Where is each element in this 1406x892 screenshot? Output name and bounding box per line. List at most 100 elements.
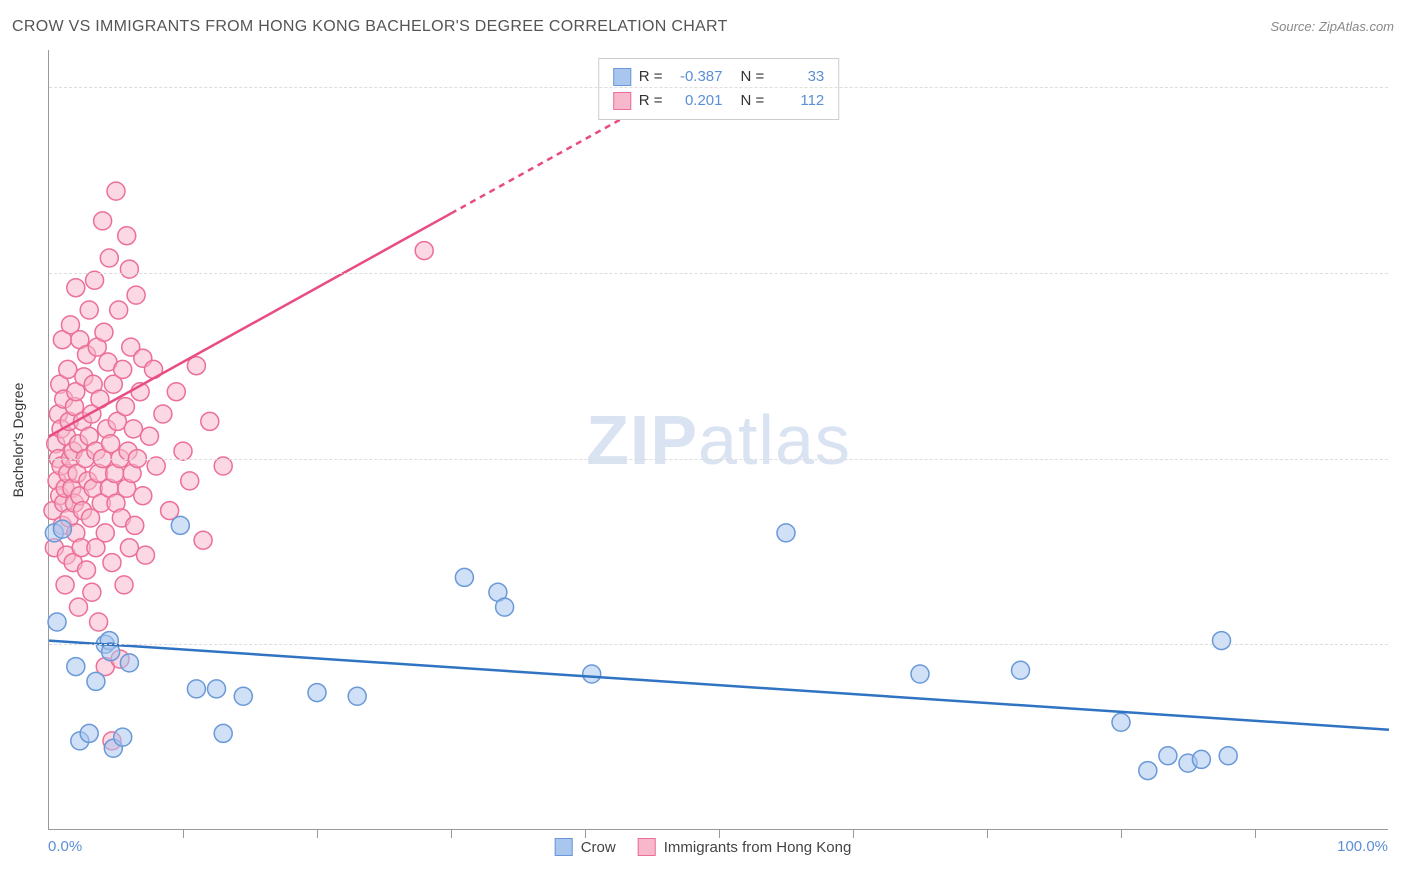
scatter-point [171, 516, 189, 534]
x-tick [451, 829, 452, 838]
scatter-point [114, 728, 132, 746]
scatter-point [174, 442, 192, 460]
scatter-point [59, 360, 77, 378]
scatter-point [78, 561, 96, 579]
legend-swatch [613, 68, 631, 86]
x-tick [1255, 829, 1256, 838]
scatter-point [348, 687, 366, 705]
scatter-point [53, 520, 71, 538]
scatter-point [181, 472, 199, 490]
scatter-point [415, 242, 433, 260]
scatter-point [187, 680, 205, 698]
scatter-point [126, 516, 144, 534]
scatter-point [127, 286, 145, 304]
legend-item: Immigrants from Hong Kong [638, 838, 852, 856]
legend-n-value: 112 [772, 89, 824, 113]
y-tick-label: 100.0% [1398, 79, 1406, 96]
legend-row: R = -0.387 N = 33 [613, 65, 825, 89]
scatter-point [94, 212, 112, 230]
scatter-point [208, 680, 226, 698]
legend-row: R = 0.201 N = 112 [613, 89, 825, 113]
chart-plot-area: ZIPatlas R =-0.387N =33R =0.201N =112 25… [48, 50, 1388, 830]
gridline-h [49, 644, 1388, 645]
scatter-point [114, 360, 132, 378]
scatter-point [118, 227, 136, 245]
legend-label: Crow [581, 839, 616, 856]
legend-n-label: N = [741, 89, 765, 113]
x-tick [1121, 829, 1122, 838]
scatter-point [96, 524, 114, 542]
scatter-point [56, 576, 74, 594]
scatter-point [496, 598, 514, 616]
legend-label: Immigrants from Hong Kong [664, 839, 852, 856]
scatter-point [120, 539, 138, 557]
scatter-point [234, 687, 252, 705]
scatter-point [1112, 713, 1130, 731]
series-legend: Crow Immigrants from Hong Kong [555, 838, 852, 856]
scatter-point [110, 301, 128, 319]
x-tick [585, 829, 586, 838]
x-tick [317, 829, 318, 838]
gridline-h [49, 459, 1388, 460]
x-axis-max-label: 100.0% [1337, 838, 1388, 855]
scatter-point [107, 182, 125, 200]
scatter-point [147, 457, 165, 475]
legend-swatch [555, 838, 573, 856]
x-tick [853, 829, 854, 838]
scatter-point [95, 323, 113, 341]
correlation-legend: R = -0.387 N = 33 R = 0.201 N = 112 [598, 58, 840, 120]
scatter-point [134, 487, 152, 505]
scatter-point [1012, 661, 1030, 679]
x-tick [719, 829, 720, 838]
scatter-point [83, 583, 101, 601]
legend-swatch [638, 838, 656, 856]
scatter-point [1159, 747, 1177, 765]
legend-r-value: 0.201 [671, 89, 723, 113]
scatter-svg [49, 50, 1388, 829]
scatter-point [115, 576, 133, 594]
scatter-point [80, 724, 98, 742]
scatter-point [141, 427, 159, 445]
gridline-h [49, 273, 1388, 274]
legend-item: Crow [555, 838, 616, 856]
scatter-point [455, 568, 473, 586]
scatter-point [308, 684, 326, 702]
scatter-point [201, 412, 219, 430]
chart-title: CROW VS IMMIGRANTS FROM HONG KONG BACHEL… [12, 18, 728, 36]
scatter-point [48, 613, 66, 631]
scatter-point [214, 457, 232, 475]
legend-n-value: 33 [772, 65, 824, 89]
y-tick-label: 25.0% [1398, 636, 1406, 653]
scatter-point [911, 665, 929, 683]
legend-r-label: R = [639, 89, 663, 113]
scatter-point [120, 654, 138, 672]
scatter-point [80, 301, 98, 319]
scatter-point [124, 420, 142, 438]
scatter-point [86, 271, 104, 289]
y-tick-label: 75.0% [1398, 264, 1406, 281]
scatter-point [583, 665, 601, 683]
legend-r-label: R = [639, 65, 663, 89]
title-bar: CROW VS IMMIGRANTS FROM HONG KONG BACHEL… [12, 18, 1394, 36]
scatter-point [777, 524, 795, 542]
legend-n-label: N = [741, 65, 765, 89]
scatter-point [69, 598, 87, 616]
scatter-point [87, 672, 105, 690]
gridline-h [49, 87, 1388, 88]
legend-r-value: -0.387 [671, 65, 723, 89]
scatter-point [154, 405, 172, 423]
scatter-point [67, 658, 85, 676]
scatter-point [100, 249, 118, 267]
legend-swatch [613, 92, 631, 110]
scatter-point [194, 531, 212, 549]
scatter-point [120, 260, 138, 278]
scatter-point [214, 724, 232, 742]
scatter-point [67, 279, 85, 297]
x-tick [183, 829, 184, 838]
x-tick [987, 829, 988, 838]
scatter-point [136, 546, 154, 564]
scatter-point [167, 383, 185, 401]
scatter-point [90, 613, 108, 631]
y-axis-label: Bachelor's Degree [10, 383, 26, 498]
scatter-point [116, 398, 134, 416]
